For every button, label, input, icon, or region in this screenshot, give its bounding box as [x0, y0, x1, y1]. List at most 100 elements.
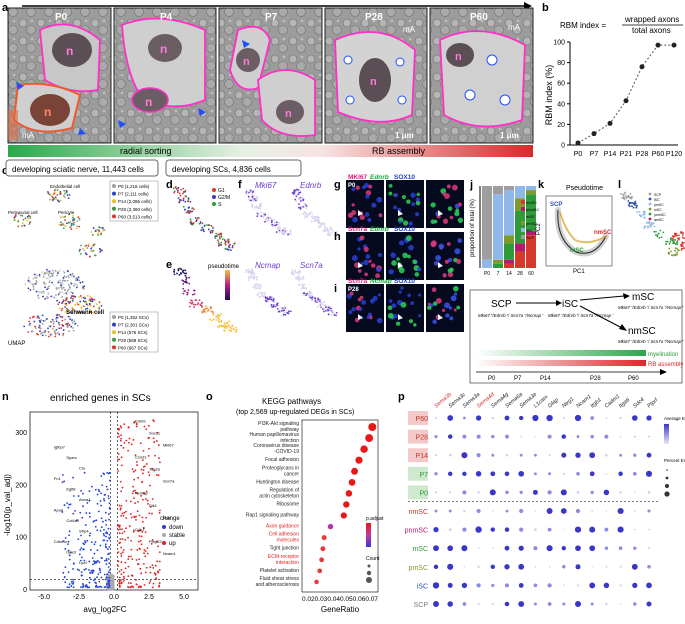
point-down [82, 505, 84, 508]
expr-dot [462, 434, 467, 439]
umap-point [298, 198, 301, 201]
point-up [149, 566, 152, 569]
point-down [88, 490, 91, 493]
umap-point [28, 320, 31, 323]
umap-point [90, 297, 93, 300]
point-down [72, 495, 75, 497]
umap-point [26, 215, 29, 218]
umap-point [179, 198, 181, 201]
umap-point [70, 325, 73, 328]
expr-dot [561, 434, 567, 439]
stack-segment [493, 186, 503, 195]
umap-point [59, 216, 62, 219]
em-image-p60: n mA P60 1 μm [429, 7, 534, 144]
expr-dot [447, 601, 453, 607]
umap-point [69, 281, 72, 284]
umap-point [200, 304, 203, 307]
umap-point [23, 224, 26, 227]
marker-2: Ncmap [370, 278, 392, 285]
point-up [131, 585, 133, 588]
umap-point [251, 269, 254, 272]
umap-all-cells [13, 188, 106, 338]
umap-point [94, 230, 97, 233]
point-stable [112, 586, 115, 589]
umap-legend-sc: P0 (1,352 SCs)P7 (2,301 SCs)P14 (576 SCs… [109, 311, 159, 353]
umap-point [259, 287, 262, 290]
expr-dot [562, 602, 566, 606]
umap-point [71, 308, 74, 311]
umap-point [334, 231, 336, 234]
expr-dot [491, 602, 494, 606]
umap-point [280, 230, 283, 233]
umap-point [206, 310, 209, 312]
umap-point [70, 228, 73, 231]
point-down [93, 562, 96, 565]
point-stable [111, 577, 114, 580]
point-up [141, 531, 144, 533]
point-up [135, 425, 138, 428]
umap-point [72, 327, 74, 329]
point-up [118, 542, 121, 545]
em-time-p28: P28 [365, 12, 383, 23]
umap-point [49, 198, 51, 201]
legend-label: S [218, 202, 222, 208]
point-down [62, 473, 64, 476]
kegg-term: Huntington disease [256, 479, 299, 485]
point-up [125, 527, 127, 530]
point-up [134, 489, 136, 492]
row-label: P14 [416, 453, 429, 460]
point-down [99, 500, 102, 502]
umap-point [192, 303, 195, 306]
stack-segment [504, 190, 514, 236]
umap-point [60, 221, 62, 224]
point-down [100, 517, 103, 520]
legend-label: P14 (576 SCs) [118, 330, 148, 335]
point-up [142, 498, 144, 501]
legend-label: mSC [654, 208, 662, 212]
kegg-subtitle: (top 2,569 up-regulated DEGs in SCs) [236, 409, 354, 416]
point-down [103, 534, 106, 537]
point-up [119, 425, 122, 427]
umap-point [173, 268, 176, 271]
umap-point [14, 215, 17, 218]
umap-point [17, 220, 20, 222]
point-up [122, 575, 125, 578]
point-down [91, 572, 94, 575]
point-stable [109, 583, 112, 586]
umap-point [649, 224, 651, 227]
node-msc: mSC [632, 292, 654, 303]
umap-point [46, 297, 49, 300]
umap-point [293, 188, 296, 191]
umap-point [67, 288, 70, 291]
umap-point [212, 318, 215, 321]
point-down [93, 519, 96, 522]
umap-point [311, 299, 313, 302]
umap-point [83, 285, 86, 288]
umap-point [676, 237, 679, 240]
point-down [84, 541, 87, 544]
umap-point [47, 296, 50, 299]
umap-point [656, 235, 659, 238]
umap-point [198, 299, 201, 302]
umap-point [256, 282, 258, 285]
point-down [94, 488, 97, 491]
umap-point [229, 243, 232, 246]
expr-dot [490, 527, 496, 532]
umap-point [72, 216, 74, 219]
expr-dot [633, 435, 636, 438]
umap-point [33, 273, 36, 276]
umap-point [278, 310, 281, 313]
umap-point [102, 229, 104, 232]
gene-label-down: Apod [54, 507, 63, 512]
point-down [79, 559, 82, 562]
umap-point [212, 226, 214, 229]
x-tick-label: 60 [528, 271, 534, 277]
umap-point [47, 277, 49, 280]
expr-dot [589, 526, 596, 533]
expr-dot [504, 583, 510, 588]
legend-padj: p.adjust [366, 516, 384, 522]
point-stable [110, 581, 113, 584]
point-down [63, 576, 66, 578]
umap-point [46, 317, 48, 320]
umap-point [215, 319, 218, 321]
